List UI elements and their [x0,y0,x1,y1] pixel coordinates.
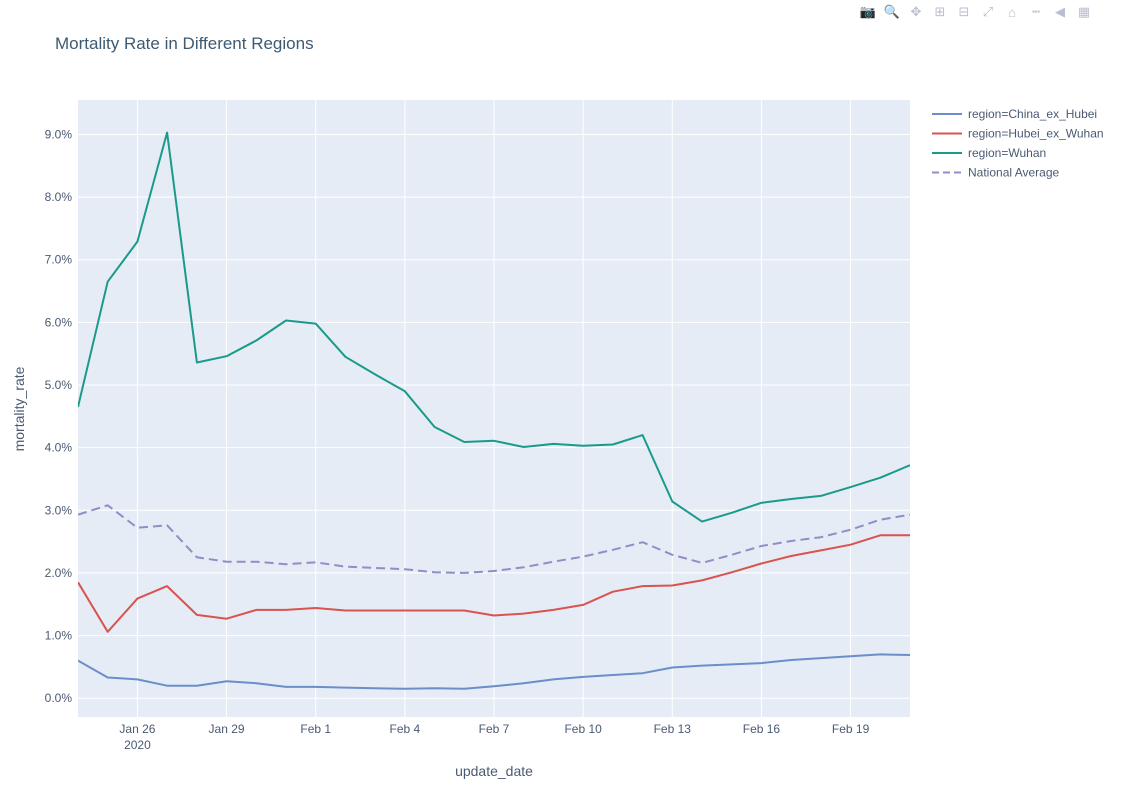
camera-icon[interactable]: 📷 [859,4,877,19]
series-line-wuhan[interactable] [78,131,910,523]
y-tick-label: 1.0% [45,629,73,643]
spike-lines-icon[interactable]: ┅ [1032,4,1040,19]
chart-title: Mortality Rate in Different Regions [55,34,314,53]
hover-closest-icon[interactable]: ◀ [1055,4,1065,19]
legend-label: region=China_ex_Hubei [968,107,1097,121]
y-tick-label: 4.0% [45,441,73,455]
y-tick-label: 5.0% [45,378,73,392]
x-tick-label: Feb 16 [743,722,781,736]
pan-icon[interactable]: ✥ [910,4,922,19]
x-tick-label: Feb 4 [390,722,421,736]
grid-lines [78,100,910,717]
legend-item-china-ex-hubei[interactable]: region=China_ex_Hubei [932,107,1097,121]
y-tick-label: 2.0% [45,566,73,580]
y-tick-label: 6.0% [45,315,73,329]
y-tick-label: 0.0% [45,691,73,705]
zoom-in-icon[interactable]: ⊞ [934,4,946,19]
autoscale-icon[interactable]: ⤢ [982,4,994,19]
y-tick-label: 8.0% [45,190,73,204]
y-axis-title: mortality_rate [11,366,27,451]
series-line-national-average[interactable] [78,504,910,574]
hover-compare-icon[interactable]: ▦ [1077,4,1091,19]
modebar: 📷 🔍 ✥ ⊞ ⊟ ⤢ ⌂ ┅ ◀ ▦ [858,4,1094,20]
x-tick-label: Feb 19 [832,722,870,736]
legend-label: region=Wuhan [968,146,1046,160]
x-tick-label: Feb 1 [300,722,331,736]
x-tick-label: Feb 13 [654,722,692,736]
legend-item-hubei-ex-wuhan[interactable]: region=Hubei_ex_Wuhan [932,127,1104,141]
x-axis-title: update_date [455,763,533,779]
series-line-hubei-ex-wuhan[interactable] [78,534,910,633]
legend-label: region=Hubei_ex_Wuhan [968,127,1104,141]
y-tick-label: 9.0% [45,127,73,141]
legend-item-national-average[interactable]: National Average [932,166,1060,180]
legend-item-wuhan[interactable]: region=Wuhan [932,146,1046,160]
x-tick-label: Feb 10 [564,722,602,736]
y-tick-label: 3.0% [45,503,73,517]
legend: region=China_ex_Hubei region=Hubei_ex_Wuh… [932,107,1104,180]
y-tick-label: 7.0% [45,253,73,267]
x-tick-label: Jan 26 [119,722,155,736]
x-tick-label: Feb 7 [479,722,510,736]
home-icon[interactable]: ⌂ [1008,4,1016,20]
y-axis-ticks: 0.0% 1.0% 2.0% 3.0% 4.0% 5.0% 6.0% 7.0% 8.0% 9.0% [45,127,73,705]
series-line-china-ex-hubei[interactable] [78,653,910,690]
series-layer [78,131,910,690]
x-tick-sublabel: 2020 [124,738,151,752]
x-tick-label: Jan 29 [209,722,245,736]
legend-label: National Average [968,166,1060,180]
zoom-out-icon[interactable]: ⊟ [958,4,970,19]
zoom-icon[interactable]: 🔍 [883,4,901,19]
x-axis-ticks: Jan 26 2020 Jan 29 Feb 1 Feb 4 Feb 7 Feb 10 Feb… [119,722,869,752]
